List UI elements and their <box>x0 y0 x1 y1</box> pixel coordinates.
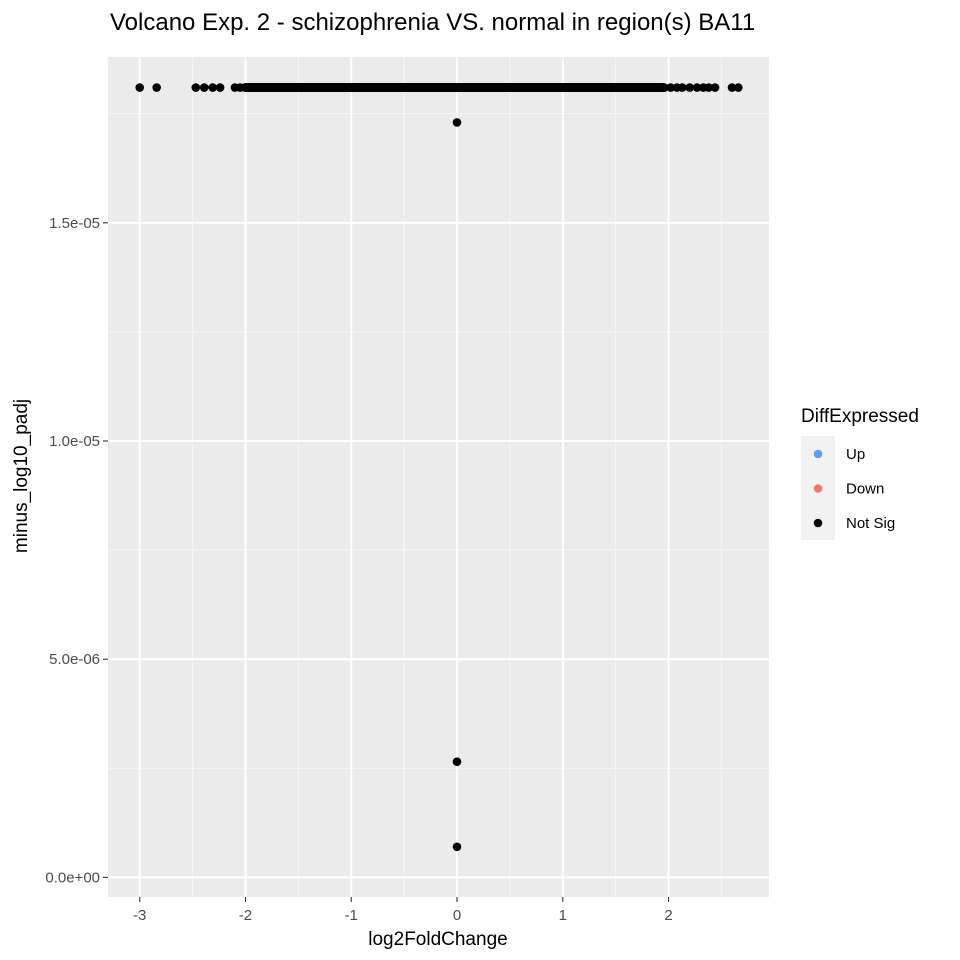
y-axis-title: minus_log10_padj <box>11 399 32 553</box>
minor-gridlines <box>108 57 769 897</box>
legend-title: DiffExpressed <box>801 406 919 427</box>
data-point <box>666 83 675 92</box>
x-axis-title: log2FoldChange <box>368 929 507 950</box>
y-axis: 0.0e+00 5.0e-06 1.0e-05 1.5e-05 <box>45 215 108 886</box>
y-tick-label: 1.0e-05 <box>49 433 100 450</box>
x-tick-label: -1 <box>345 907 358 924</box>
major-gridlines <box>108 57 769 897</box>
legend-key <box>813 518 823 528</box>
legend-key <box>813 484 823 493</box>
data-point <box>659 83 669 92</box>
data-point <box>734 83 743 92</box>
data-point <box>452 757 462 767</box>
legend-label: Down <box>846 481 884 498</box>
y-tick-label: 5.0e-06 <box>49 651 100 668</box>
data-point <box>208 83 218 92</box>
data-point <box>727 83 737 92</box>
legend: DiffExpressed Up Down Not Sig <box>801 406 919 540</box>
chart-title: Volcano Exp. 2 - schizophrenia VS. norma… <box>110 9 755 36</box>
x-tick-label: -3 <box>133 907 146 924</box>
data-points <box>135 83 743 852</box>
x-axis: -3 -2 -1 0 1 2 <box>133 897 673 924</box>
data-point <box>152 83 161 92</box>
data-point <box>452 842 462 852</box>
y-tick-label: 1.5e-05 <box>49 215 100 232</box>
plot-panel <box>108 57 769 897</box>
x-tick-label: 0 <box>453 907 461 924</box>
legend-key <box>813 449 823 459</box>
x-tick-label: 1 <box>559 907 567 924</box>
data-point <box>452 118 462 127</box>
data-point <box>704 83 714 92</box>
x-tick-label: -2 <box>239 907 252 924</box>
legend-label: Not Sig <box>846 515 895 532</box>
y-tick-label: 0.0e+00 <box>45 869 100 886</box>
data-point <box>135 83 145 92</box>
data-point <box>685 83 694 92</box>
data-point <box>710 83 720 92</box>
data-point <box>191 83 201 92</box>
x-tick-label: 2 <box>664 907 672 924</box>
data-point <box>215 83 225 92</box>
data-point <box>199 83 209 92</box>
data-point <box>677 83 687 92</box>
data-point <box>235 83 245 92</box>
legend-label: Up <box>846 446 865 463</box>
data-point <box>692 83 702 92</box>
